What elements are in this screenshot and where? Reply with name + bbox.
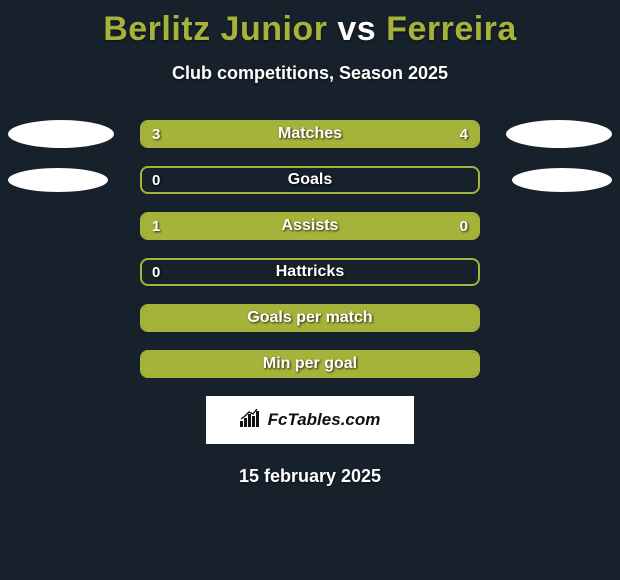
date-text: 15 february 2025 — [0, 466, 620, 487]
player1-name: Berlitz Junior — [103, 10, 327, 48]
stat-row-hattricks: 0Hattricks — [0, 258, 620, 286]
vs-text: vs — [337, 10, 376, 48]
left-value: 0 — [142, 168, 170, 192]
stat-bar: 0Goals — [140, 166, 480, 194]
stat-rows: 34Matches0Goals10Assists0HattricksGoals … — [0, 120, 620, 378]
stat-bar: 34Matches — [140, 120, 480, 148]
bar-fill-left — [142, 352, 480, 376]
logo-chart-icon — [240, 409, 262, 432]
bar-fill-left — [142, 214, 480, 238]
bar-fill-left — [142, 122, 288, 146]
player2-name: Ferreira — [386, 10, 517, 48]
left-value: 0 — [142, 260, 170, 284]
bar-fill-right — [284, 122, 478, 146]
stat-bar: Min per goal — [140, 350, 480, 378]
bar-label: Hattricks — [142, 260, 478, 284]
bar-label: Goals — [142, 168, 478, 192]
right-oval-icon — [506, 120, 612, 148]
right-oval-icon — [512, 168, 612, 192]
stat-bar: 10Assists — [140, 212, 480, 240]
stat-bar: Goals per match — [140, 304, 480, 332]
stat-row-goals-per-match: Goals per match — [0, 304, 620, 332]
stat-row-matches: 34Matches — [0, 120, 620, 148]
logo-inner: FcTables.com — [240, 409, 381, 432]
comparison-infographic: Berlitz Junior vs Ferreira Club competit… — [0, 0, 620, 580]
left-oval-icon — [8, 168, 108, 192]
stat-row-assists: 10Assists — [0, 212, 620, 240]
stat-row-min-per-goal: Min per goal — [0, 350, 620, 378]
bar-fill-left — [142, 306, 480, 330]
stat-bar: 0Hattricks — [140, 258, 480, 286]
subtitle: Club competitions, Season 2025 — [0, 63, 620, 84]
page-title: Berlitz Junior vs Ferreira — [0, 0, 620, 49]
stat-row-goals: 0Goals — [0, 166, 620, 194]
logo-box: FcTables.com — [206, 396, 414, 444]
left-oval-icon — [8, 120, 114, 148]
logo-text: FcTables.com — [268, 410, 381, 430]
